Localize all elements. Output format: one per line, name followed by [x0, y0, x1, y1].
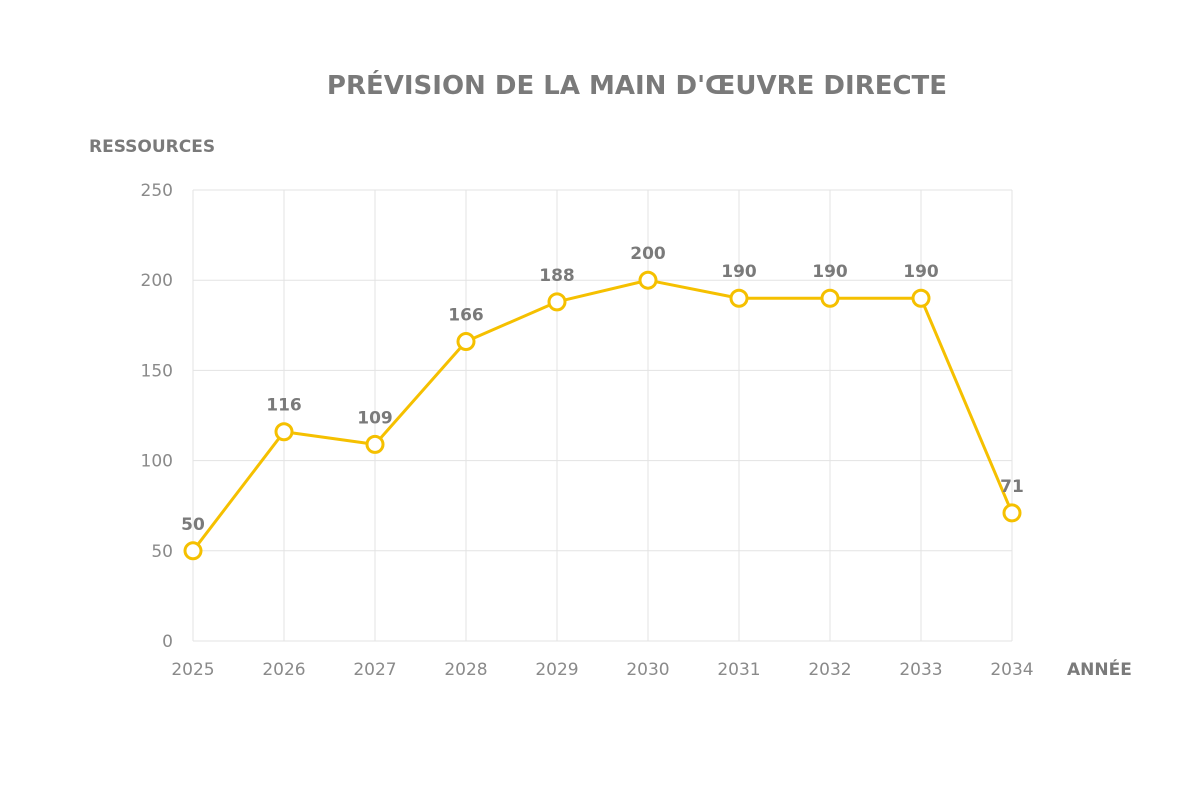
y-tick-label: 100: [141, 452, 173, 472]
x-tick-label: 2031: [717, 660, 760, 680]
data-point: [729, 288, 749, 308]
data-labels: 50 116 109 166 188 200 190 190 190 71: [181, 244, 1024, 535]
data-point: [638, 270, 658, 290]
x-tick-label: 2033: [899, 660, 942, 680]
data-label: 190: [903, 262, 939, 282]
x-axis-title: ANNÉE: [1067, 658, 1132, 680]
grid: [192, 189, 1013, 642]
y-tick-label: 50: [151, 542, 173, 562]
data-label: 188: [539, 266, 575, 286]
data-point: [820, 288, 840, 308]
y-tick-label: 0: [162, 632, 173, 652]
x-tick-label: 2028: [444, 660, 487, 680]
data-label: 71: [1000, 477, 1024, 497]
x-tick-label: 2025: [171, 660, 214, 680]
x-tick-label: 2030: [626, 660, 669, 680]
x-tick-label: 2034: [990, 660, 1033, 680]
y-axis-title: RESSOURCES: [89, 137, 215, 157]
data-point: [365, 434, 385, 454]
data-label: 109: [357, 408, 393, 428]
data-point: [456, 332, 476, 352]
data-point: [1002, 503, 1022, 523]
x-tick-label: 2026: [262, 660, 305, 680]
data-label: 190: [812, 262, 848, 282]
data-label: 190: [721, 262, 757, 282]
y-tick-label: 200: [141, 271, 173, 291]
data-label: 50: [181, 515, 205, 535]
data-label: 116: [266, 396, 302, 416]
data-point: [183, 541, 203, 561]
x-tick-label: 2029: [535, 660, 578, 680]
y-tick-label: 250: [141, 181, 173, 201]
y-tick-label: 150: [141, 361, 173, 381]
series-line: [191, 278, 1014, 552]
data-point: [911, 288, 931, 308]
x-tick-label: 2027: [353, 660, 396, 680]
x-axis-ticks: 2025 2026 2027 2028 2029 2030 2031 2032 2033 2034: [171, 660, 1033, 680]
data-label: 200: [630, 244, 666, 264]
x-tick-label: 2032: [808, 660, 851, 680]
series: [183, 270, 1022, 561]
data-point: [274, 422, 294, 442]
chart-title: PRÉVISION DE LA MAIN D'ŒUVRE DIRECTE: [327, 69, 947, 101]
y-axis-ticks: 0 50 100 150 200 250: [141, 181, 173, 652]
data-label: 166: [448, 306, 484, 326]
data-point: [547, 292, 567, 312]
